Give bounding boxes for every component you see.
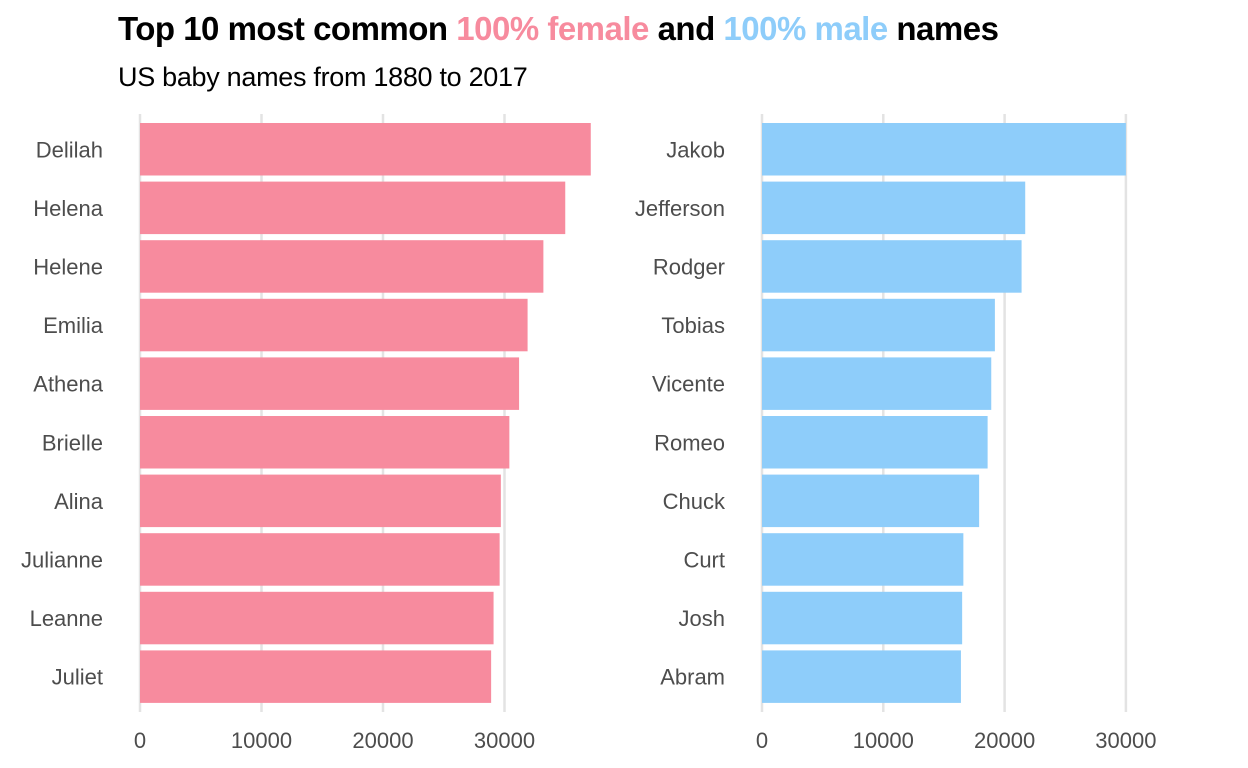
male-bar-chuck	[762, 474, 980, 528]
male-bar-abram	[762, 650, 961, 703]
male-category-label: Rodger	[653, 254, 725, 279]
female-category-label: Julianne	[21, 547, 103, 572]
title-female-label: 100% female	[456, 10, 649, 47]
male-category-label: Josh	[679, 606, 725, 631]
male-category-label: Romeo	[654, 430, 725, 455]
male-category-label: Chuck	[663, 489, 726, 514]
female-bar-athena	[140, 357, 520, 410]
male-bar-jakob	[762, 123, 1126, 176]
female-bar-emilia	[140, 298, 528, 352]
male-category-label: Jakob	[666, 137, 725, 162]
female-bar-juliet	[140, 650, 492, 703]
female-category-label: Brielle	[42, 430, 103, 455]
female-bar-helena	[140, 181, 566, 235]
male-x-tick-label: 20000	[974, 728, 1035, 753]
male-x-tick-label: 0	[756, 728, 768, 753]
male-category-label: Jefferson	[635, 196, 725, 221]
female-bar-brielle	[140, 416, 510, 469]
chart-title: Top 10 most common 100% female and 100% …	[118, 10, 999, 48]
male-bar-rodger	[762, 240, 1022, 293]
female-category-label: Juliet	[52, 665, 103, 690]
female-category-label: Athena	[33, 372, 103, 397]
title-male-label: 100% male	[723, 10, 888, 47]
female-bar-delilah	[140, 123, 591, 176]
female-bar-helene	[140, 240, 544, 293]
female-bar-leanne	[140, 591, 494, 645]
female-x-tick-label: 10000	[231, 728, 292, 753]
female-x-tick-label: 30000	[474, 728, 535, 753]
female-x-tick-label: 20000	[352, 728, 413, 753]
female-category-label: Leanne	[30, 606, 103, 631]
male-bar-josh	[762, 591, 963, 645]
male-bar-romeo	[762, 416, 988, 469]
male-category-label: Vicente	[652, 372, 725, 397]
male-bar-tobias	[762, 298, 995, 352]
female-bar-julianne	[140, 533, 500, 586]
male-category-label: Curt	[683, 547, 725, 572]
female-bar-alina	[140, 474, 501, 528]
male-category-label: Abram	[660, 665, 725, 690]
male-x-tick-label: 10000	[853, 728, 914, 753]
chart-subtitle: US baby names from 1880 to 2017	[118, 62, 528, 92]
female-category-label: Helene	[33, 254, 103, 279]
female-x-tick-label: 0	[134, 728, 146, 753]
female-category-label: Helena	[33, 196, 103, 221]
title-part-2: and	[648, 10, 724, 47]
male-bar-vicente	[762, 357, 992, 410]
female-category-label: Alina	[54, 489, 104, 514]
male-x-tick-label: 30000	[1095, 728, 1156, 753]
male-bar-curt	[762, 533, 964, 586]
title-part-3: names	[887, 10, 999, 47]
title-part-1: Top 10 most common	[118, 10, 457, 47]
male-bar-jefferson	[762, 181, 1026, 235]
male-category-label: Tobias	[661, 313, 725, 338]
female-category-label: Delilah	[36, 137, 103, 162]
female-category-label: Emilia	[43, 313, 104, 338]
